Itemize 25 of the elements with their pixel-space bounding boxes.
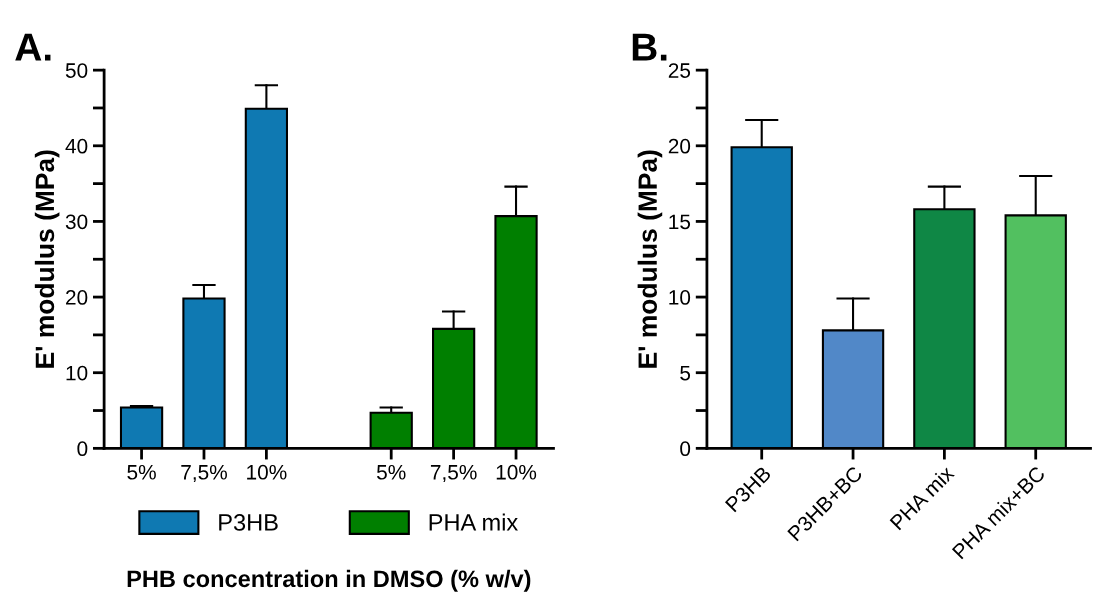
y-tick-label: 10: [66, 365, 88, 381]
x-tick-label: 7,5%: [181, 464, 227, 483]
legend-label: P3HB: [219, 514, 278, 531]
chart-title: A.: [15, 33, 51, 61]
x-tick-label: 5%: [127, 464, 156, 480]
y-tick-label: 50: [65, 63, 88, 78]
x-axis-title: PHB concentration in DMSO (% w/v): [127, 569, 531, 592]
y-tick-label: 40: [65, 138, 88, 154]
y-tick-label: 10: [669, 290, 691, 305]
y-tick-label: 5: [680, 365, 691, 381]
y-tick-label: 30: [65, 214, 88, 230]
y-tick-label: 20: [668, 138, 691, 154]
y-axis-title: E' modulus (MPa): [637, 150, 663, 368]
y-tick-label: 25: [668, 63, 691, 78]
x-tick-label: 10%: [496, 464, 537, 480]
x-tick-label: 10%: [247, 464, 287, 480]
x-tick-label: 5%: [376, 464, 406, 480]
x-tick-label: 7,5%: [430, 464, 477, 483]
chart-title: B.: [632, 33, 667, 61]
x-tick-label: PHA mix: [889, 464, 955, 531]
y-tick-label: 15: [669, 214, 691, 230]
y-tick-label: 0: [680, 441, 691, 457]
y-axis-title: E' modulus (MPa): [34, 150, 60, 368]
y-tick-label: 20: [66, 290, 88, 305]
y-tick-label: 0: [77, 441, 88, 457]
